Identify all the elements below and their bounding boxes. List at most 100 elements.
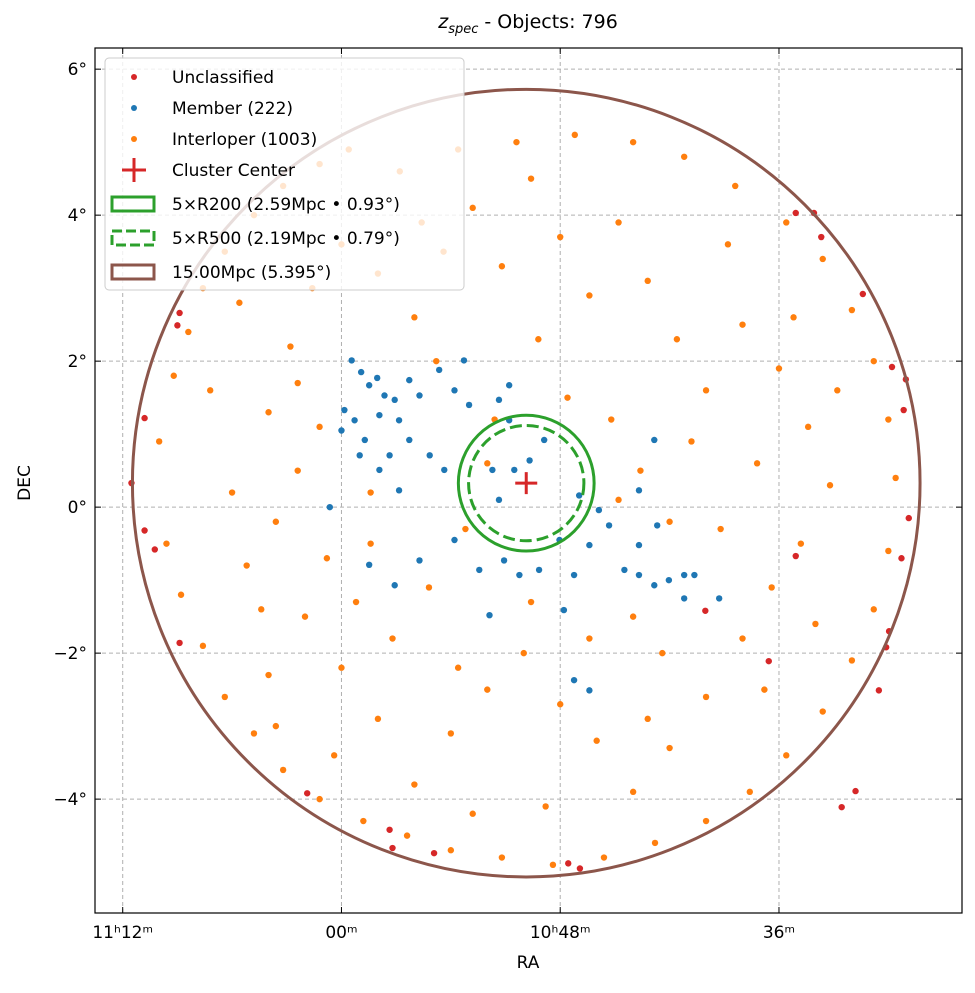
point xyxy=(848,657,856,664)
point xyxy=(870,357,877,365)
point xyxy=(702,693,710,701)
point xyxy=(451,536,458,544)
legend-marker xyxy=(131,74,137,80)
legend-marker xyxy=(131,105,137,111)
point xyxy=(469,204,476,212)
point xyxy=(775,365,783,372)
point xyxy=(688,438,695,445)
point xyxy=(391,582,398,589)
point xyxy=(651,436,658,444)
point xyxy=(560,606,568,614)
point xyxy=(848,306,856,314)
point xyxy=(258,606,265,613)
point xyxy=(250,730,258,737)
point xyxy=(367,540,374,547)
point xyxy=(367,489,374,496)
point xyxy=(635,571,643,579)
point xyxy=(615,496,622,504)
point xyxy=(207,387,214,394)
point xyxy=(535,566,543,574)
point xyxy=(834,387,841,394)
point xyxy=(838,803,845,811)
point xyxy=(666,518,673,525)
point xyxy=(341,406,348,414)
legend-label: 5×R200 (2.59Mpc • 0.93°) xyxy=(172,195,400,215)
point xyxy=(489,466,496,474)
point xyxy=(715,595,723,602)
point xyxy=(575,492,583,499)
point xyxy=(673,336,681,343)
point xyxy=(680,571,688,579)
point xyxy=(651,839,659,847)
point xyxy=(570,571,578,579)
point xyxy=(659,649,666,657)
point xyxy=(665,576,673,584)
legend-marker xyxy=(110,229,156,247)
point xyxy=(406,376,413,384)
legend-label: 15.00Mpc (5.395°) xyxy=(172,263,331,283)
point xyxy=(542,803,549,810)
point xyxy=(228,489,236,496)
point xyxy=(818,233,825,241)
legend-marker xyxy=(110,195,156,213)
point xyxy=(717,525,724,533)
point xyxy=(163,540,170,547)
point xyxy=(373,374,381,382)
legend-box xyxy=(104,57,465,291)
point xyxy=(441,466,448,474)
point xyxy=(644,715,651,723)
legend: Unclassified Member (222) Interloper (1003… xyxy=(104,57,465,291)
y-tick-label: 0° xyxy=(68,498,87,518)
point xyxy=(426,452,433,459)
title-sub: spec xyxy=(448,22,478,37)
point xyxy=(287,343,294,350)
x-tick-label: 36ᵐ xyxy=(763,923,795,943)
point xyxy=(885,416,892,423)
point xyxy=(637,467,644,474)
y-tick-label: 6° xyxy=(68,60,87,80)
y-axis-label: DEC xyxy=(15,465,35,501)
legend-label: Cluster Center xyxy=(172,161,295,181)
point xyxy=(797,540,805,547)
legend-label: Interloper (1003) xyxy=(172,130,317,150)
point xyxy=(176,639,183,647)
point xyxy=(753,460,761,467)
point xyxy=(425,584,433,591)
point xyxy=(819,708,826,715)
point xyxy=(526,457,533,464)
x-tick-label: 00ᵐ xyxy=(325,923,357,943)
point xyxy=(351,417,358,424)
point xyxy=(505,382,513,389)
point xyxy=(430,849,438,857)
point xyxy=(739,635,746,642)
radius-circle xyxy=(130,87,922,879)
point xyxy=(406,436,413,444)
point xyxy=(702,607,709,614)
point xyxy=(447,730,455,737)
point xyxy=(495,496,503,504)
legend-label: Member (222) xyxy=(172,99,293,119)
point xyxy=(279,766,287,774)
point xyxy=(629,788,637,796)
point xyxy=(365,382,373,389)
point xyxy=(783,219,790,226)
point xyxy=(702,387,710,394)
point xyxy=(570,676,578,684)
point xyxy=(376,411,383,419)
point xyxy=(870,606,877,613)
title-rest: - Objects: 796 xyxy=(478,11,617,33)
point xyxy=(330,752,338,759)
point xyxy=(498,263,506,270)
legend-marker xyxy=(110,263,156,281)
point xyxy=(812,620,819,628)
point xyxy=(460,357,468,364)
point xyxy=(199,642,207,650)
point xyxy=(294,467,301,474)
point xyxy=(391,396,398,404)
x-tick-label: 11ʰ12ᵐ xyxy=(92,923,153,943)
point xyxy=(486,611,493,619)
point xyxy=(549,861,557,869)
point xyxy=(651,582,658,589)
point xyxy=(792,209,799,217)
point xyxy=(600,854,608,861)
